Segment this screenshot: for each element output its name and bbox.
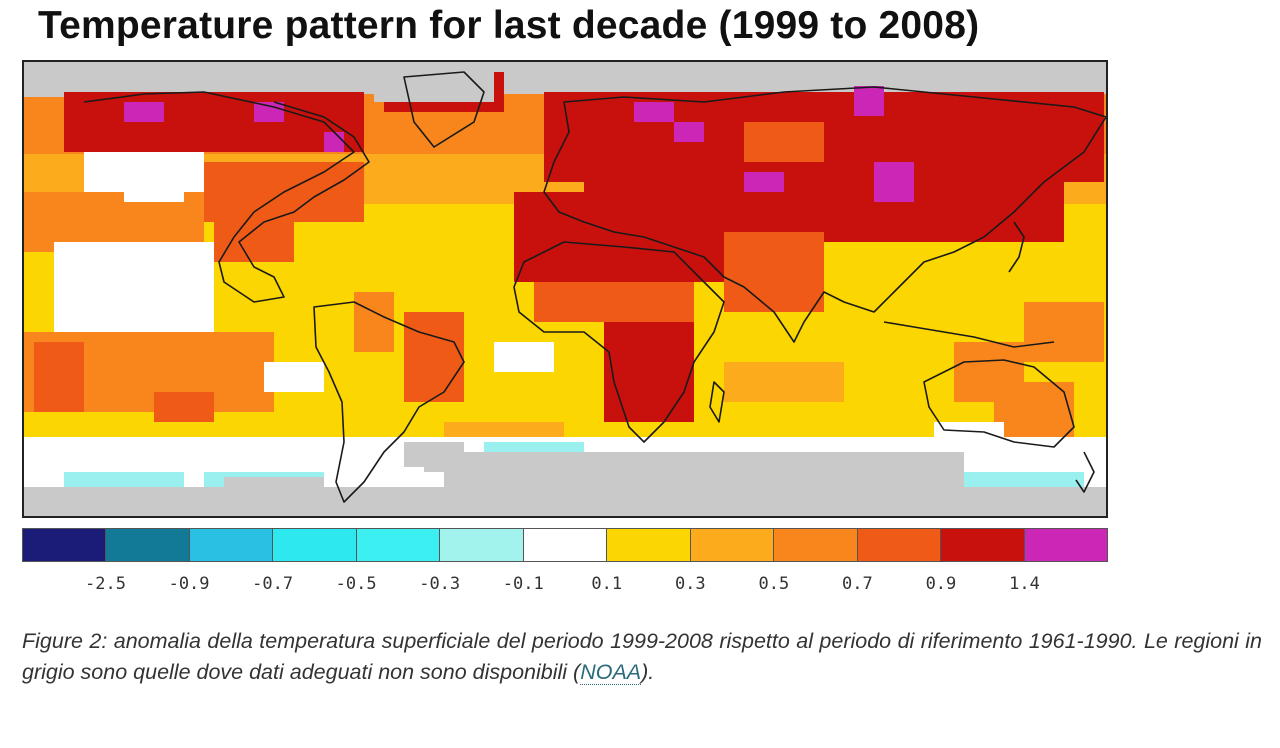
legend-swatch-0: [23, 529, 107, 561]
legend-tick-label: -0.7: [252, 574, 294, 594]
legend-swatch-7: [607, 529, 691, 561]
hot-spot: [254, 102, 284, 122]
anomaly-cell: [604, 322, 694, 422]
anomaly-cell: [34, 342, 84, 412]
indonesia-outline: [883, 321, 1055, 348]
legend-swatch-4: [356, 529, 441, 561]
anomaly-cell: [214, 222, 294, 262]
hot-spot: [124, 102, 164, 122]
legend-tick-label: -0.1: [502, 574, 544, 594]
anomaly-cell: [724, 362, 844, 402]
hot-spot: [674, 122, 704, 142]
legend-swatch-8: [690, 529, 775, 561]
anomaly-cell: [224, 477, 324, 492]
anomaly-cell: [324, 467, 424, 487]
south-america-outline: [313, 301, 465, 503]
anomaly-cell: [1024, 302, 1104, 362]
legend-tick-label: 0.9: [925, 574, 957, 594]
legend-swatch-5: [440, 529, 524, 561]
anomaly-cell: [24, 487, 1106, 516]
legend-swatch-6: [523, 529, 608, 561]
legend-tick-label: -0.9: [168, 574, 210, 594]
figure-caption: Figure 2: anomalia della temperatura sup…: [22, 626, 1262, 688]
anomaly-cell: [124, 162, 184, 202]
legend-tick-label: 1.4: [1009, 574, 1040, 594]
north-america-outline: [83, 91, 370, 303]
legend-tick-label: 0.5: [758, 574, 790, 594]
anomaly-cell: [404, 312, 464, 402]
africa-outline: [513, 241, 725, 443]
anomaly-cell: [264, 362, 324, 392]
color-scale-legend: [22, 528, 1108, 562]
anomaly-cell: [444, 452, 964, 492]
noaa-link[interactable]: NOAA: [580, 660, 642, 685]
anomaly-cell: [514, 192, 724, 282]
anomaly-cell: [64, 92, 364, 152]
hot-spot: [854, 86, 884, 116]
legend-tick-label: 0.1: [591, 574, 623, 594]
continent-outlines: [83, 71, 1106, 503]
europe-asia-outline: [543, 86, 1106, 343]
hot-spot: [744, 172, 784, 192]
legend-tick-labels: -2.5 -0.9 -0.7 -0.5 -0.3 -0.1 0.1 0.3 0.5 0.7 0.9 1…: [0, 574, 1280, 598]
hot-spot: [324, 132, 344, 152]
legend-swatch-10: [857, 529, 942, 561]
world-anomaly-map: [22, 60, 1108, 518]
legend-tick-label: 0.3: [674, 574, 706, 594]
hot-spot: [874, 162, 914, 202]
australia-outline: [923, 359, 1075, 448]
anomaly-cell: [354, 292, 394, 352]
japan-outline: [1008, 221, 1025, 273]
new-zealand-outline: [1075, 451, 1095, 493]
legend-swatch-12: [1024, 529, 1108, 561]
map-title: Temperature pattern for last decade (199…: [38, 4, 980, 47]
legend-swatch-11: [941, 529, 1025, 561]
anomaly-cell: [374, 62, 494, 102]
legend-tick-label: 0.7: [842, 574, 873, 594]
world-map-svg: [24, 62, 1106, 516]
anomaly-cell: [534, 282, 694, 322]
legend-tick-label: -0.5: [335, 574, 377, 594]
anomaly-cell: [724, 232, 824, 312]
caption-text: Figure 2: anomalia della temperatura sup…: [22, 629, 1262, 684]
anomaly-zones: [24, 62, 1106, 516]
legend-tick-label: -2.5: [85, 574, 127, 594]
hot-spot: [634, 102, 674, 122]
anomaly-cell: [54, 242, 214, 332]
legend-swatch-2: [189, 529, 274, 561]
madagascar-outline: [709, 381, 725, 423]
greenland-outline: [403, 71, 485, 148]
anomaly-cell: [844, 62, 984, 82]
legend-swatch-3: [273, 529, 357, 561]
legend-swatch-9: [774, 529, 858, 561]
anomaly-cell: [744, 122, 824, 162]
caption-text-end: ).: [641, 660, 655, 684]
anomaly-cell: [24, 62, 64, 97]
legend-tick-label: -0.3: [419, 574, 461, 594]
anomaly-cell: [494, 342, 554, 372]
legend-swatch-1: [106, 529, 190, 561]
anomaly-cell: [154, 392, 214, 422]
